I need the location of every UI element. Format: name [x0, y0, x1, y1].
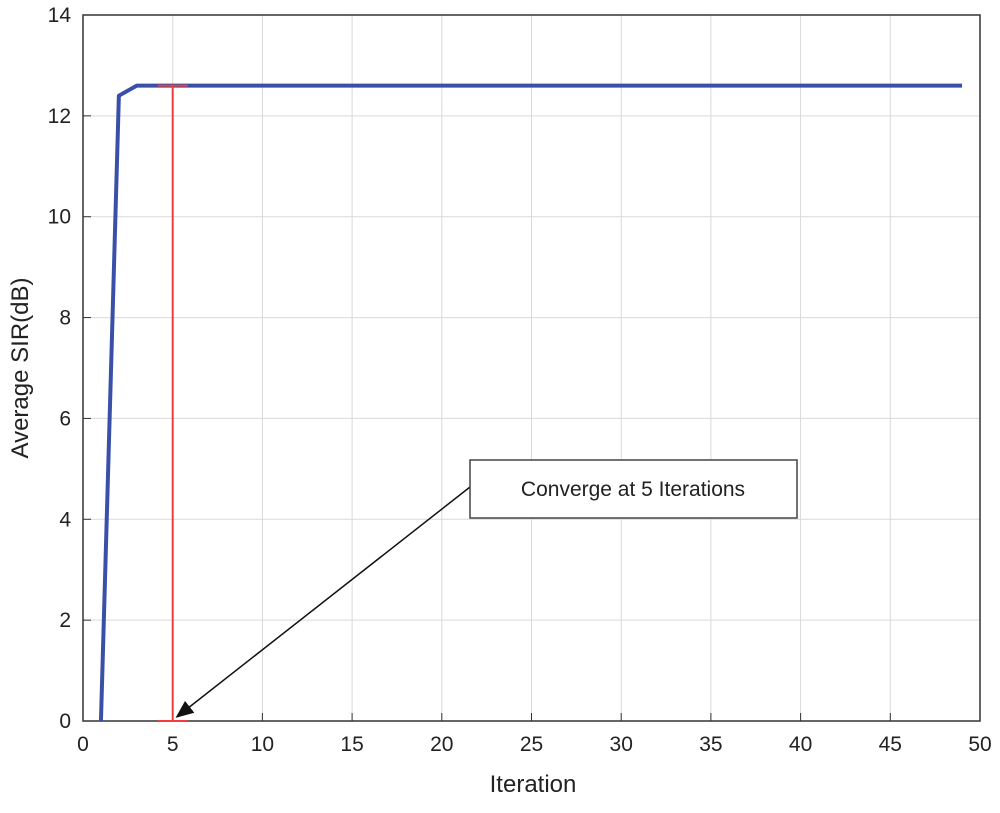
y-tick-label: 2 [59, 609, 71, 632]
x-tick-label: 50 [968, 733, 991, 756]
x-tick-label: 10 [251, 733, 274, 756]
x-tick-label: 20 [430, 733, 453, 756]
annotation-arrow [175, 486, 471, 718]
y-axis-label: Average SIR(dB) [7, 278, 34, 459]
y-tick-label: 12 [48, 105, 71, 128]
x-tick-label: 30 [610, 733, 633, 756]
y-tick-label: 14 [48, 4, 72, 27]
annotation-box [469, 459, 798, 519]
x-tick-label: 15 [340, 733, 363, 756]
y-tick-label: 0 [59, 710, 71, 733]
y-tick-label: 6 [59, 407, 71, 430]
x-tick-label: 40 [789, 733, 812, 756]
x-tick-label: 25 [520, 733, 543, 756]
data-line [98, 83, 963, 722]
y-tick-label: 10 [48, 206, 71, 229]
x-tick-label: 45 [879, 733, 902, 756]
y-tick-label: 4 [59, 508, 71, 531]
x-tick-label: 5 [167, 733, 179, 756]
x-tick-label: 35 [699, 733, 722, 756]
y-tick-label: 8 [59, 307, 71, 330]
plot-frame [82, 14, 981, 722]
x-axis-label: Iteration [490, 771, 577, 798]
x-tick-label: 0 [77, 733, 89, 756]
annotation-text: Converge at 5 Iterations [521, 478, 745, 501]
